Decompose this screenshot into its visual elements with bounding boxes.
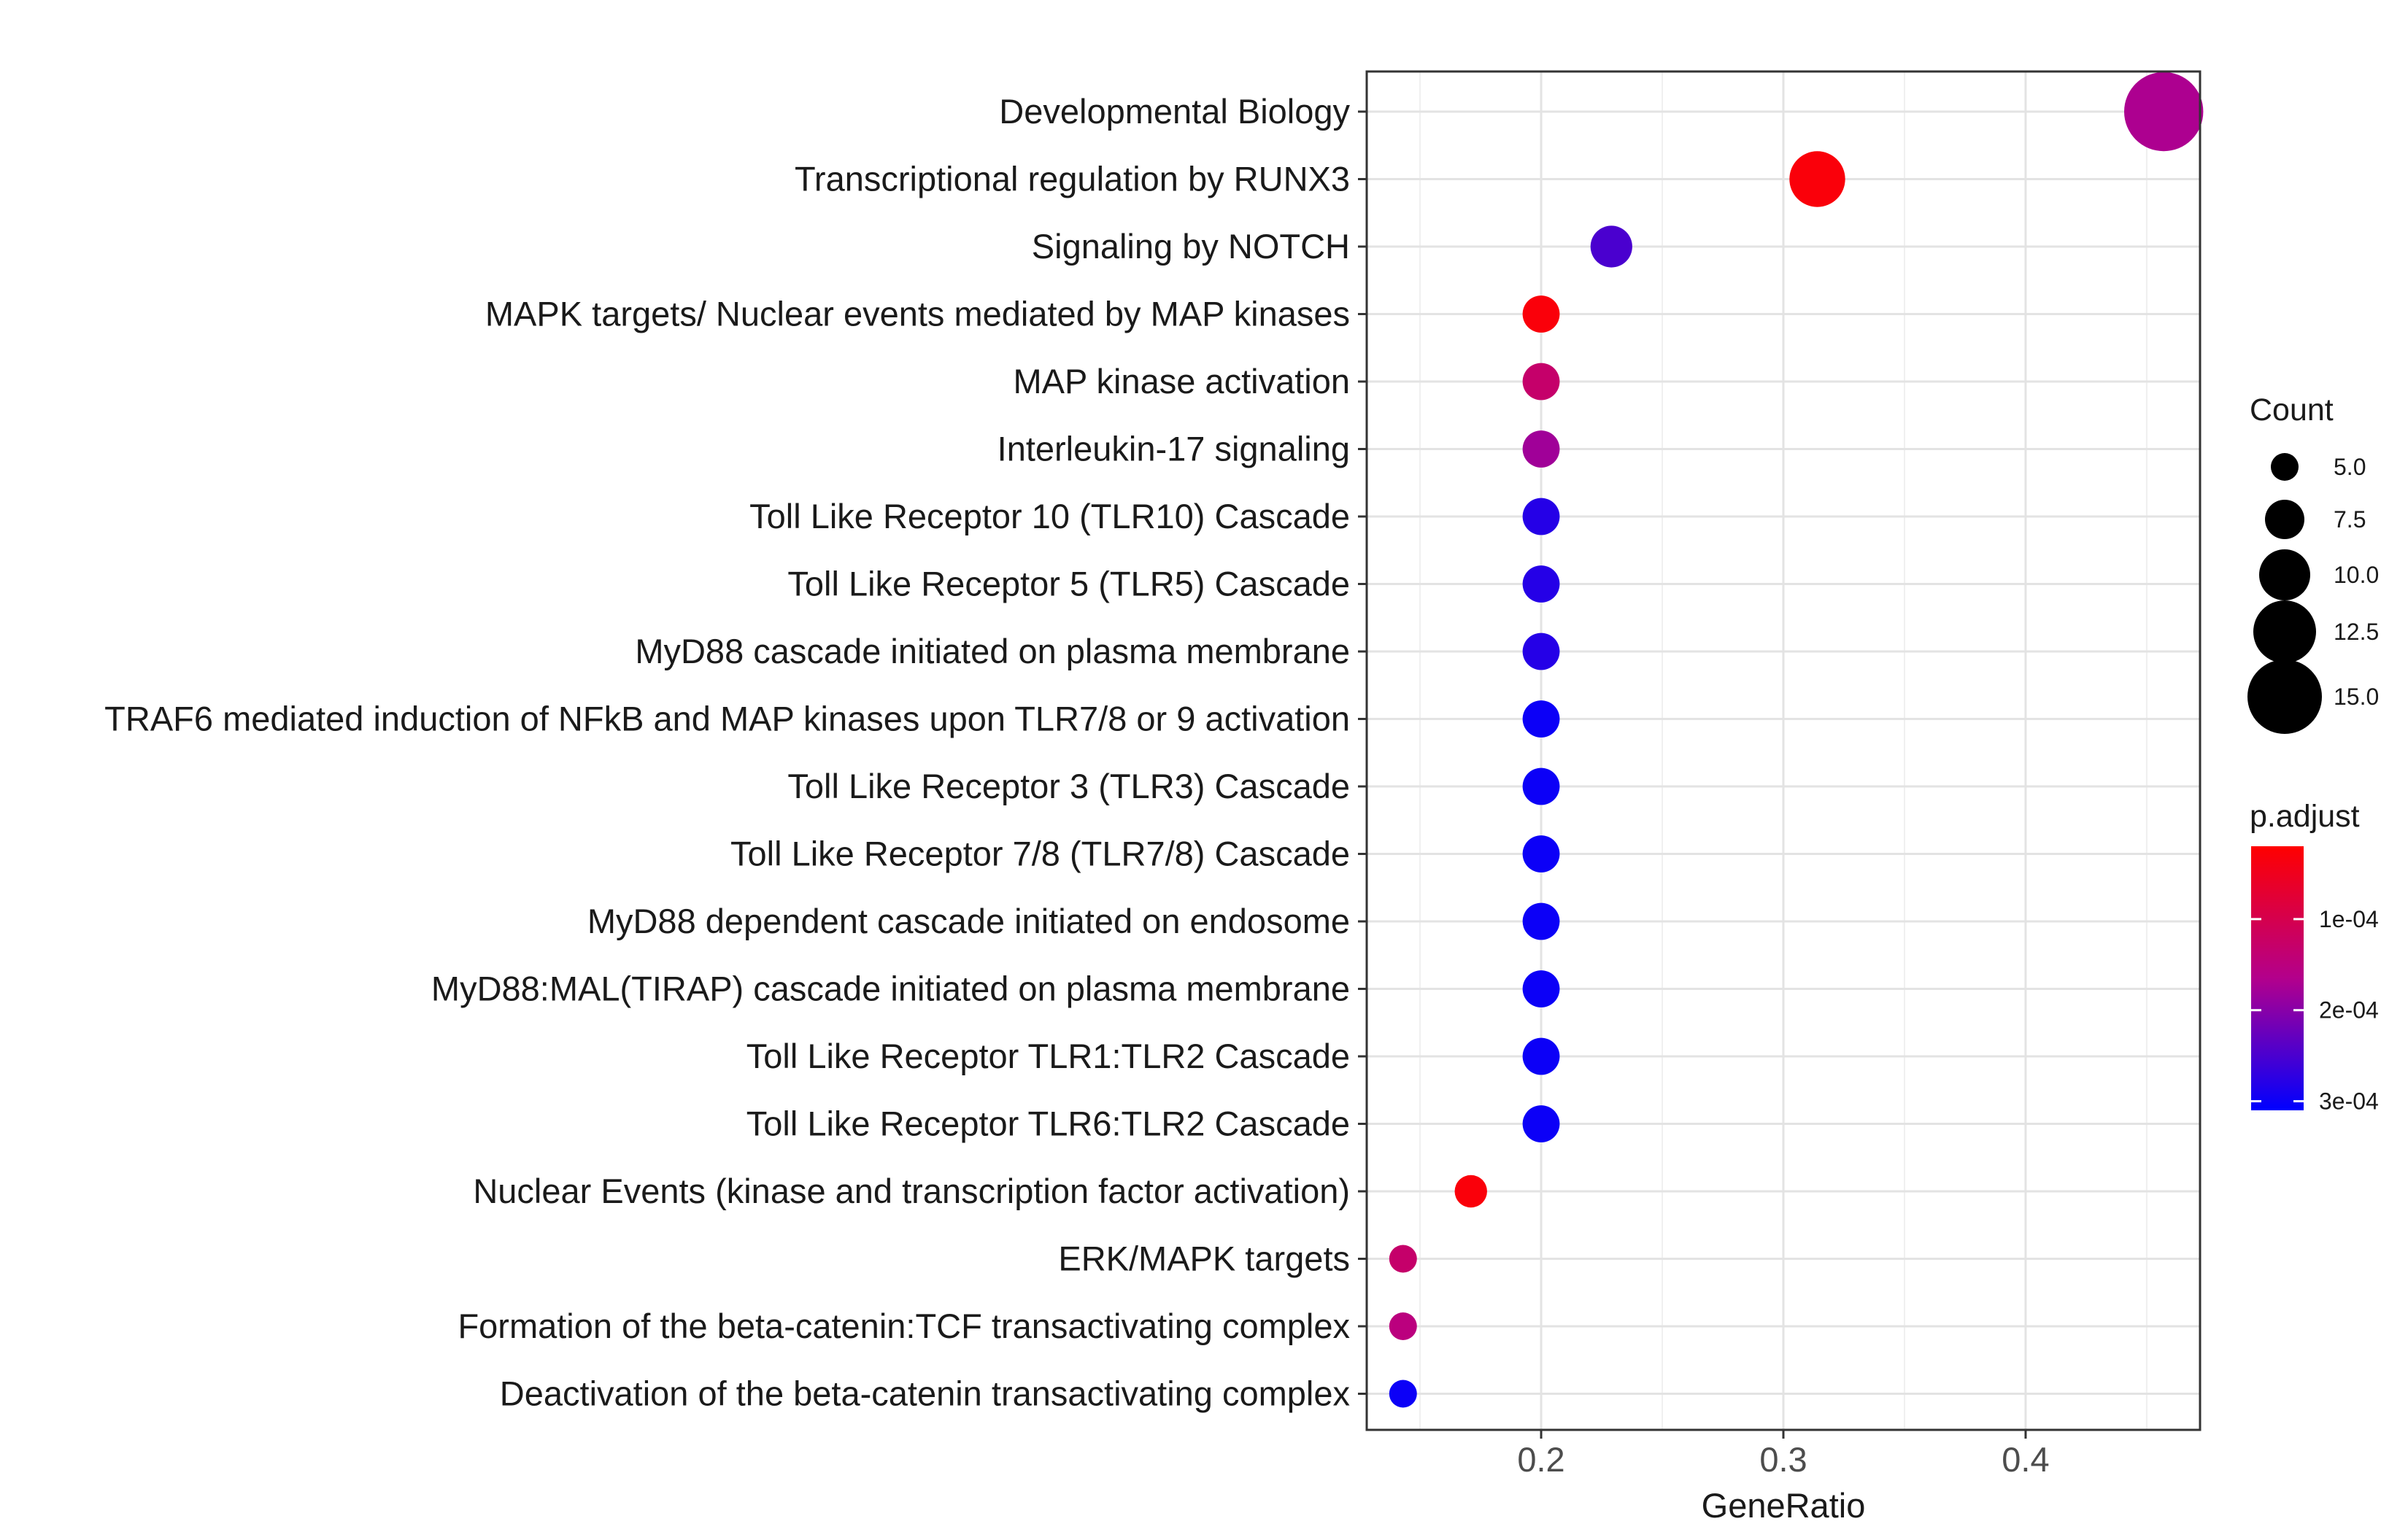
count-legend-label: 15.0 — [2334, 684, 2379, 710]
x-axis-title: GeneRatio — [1702, 1486, 1866, 1525]
data-point — [1522, 363, 1560, 401]
count-legend-label: 10.0 — [2334, 562, 2379, 588]
count-legend-dot — [2265, 500, 2304, 539]
data-point — [1522, 565, 1560, 603]
data-point — [1522, 767, 1560, 805]
y-tick-label: Toll Like Receptor 10 (TLR10) Cascade — [749, 497, 1350, 535]
y-tick-label: MyD88 cascade initiated on plasma membra… — [635, 632, 1350, 670]
y-tick-label: Interleukin-17 signaling — [997, 430, 1350, 468]
data-point — [1454, 1175, 1487, 1208]
data-point — [1522, 700, 1560, 738]
y-tick-label: Nuclear Events (kinase and transcription… — [473, 1172, 1350, 1210]
y-tick-label: Deactivation of the beta-catenin transac… — [500, 1374, 1350, 1413]
padjust-legend-label: 1e-04 — [2319, 906, 2379, 932]
data-point — [2124, 71, 2204, 152]
padjust-colorbar — [2251, 846, 2304, 1110]
data-point — [1522, 498, 1560, 535]
count-legend: Count 5.0 7.5 10.0 12.5 15.0 — [2247, 392, 2379, 734]
x-tick-label: 0.2 — [1517, 1440, 1564, 1479]
data-point — [1522, 902, 1560, 940]
data-point — [1389, 1312, 1417, 1340]
count-legend-label: 5.0 — [2334, 454, 2366, 480]
y-tick-label: Toll Like Receptor 3 (TLR3) Cascade — [787, 767, 1350, 805]
y-tick-label: ERK/MAPK targets — [1058, 1239, 1350, 1278]
count-legend-title: Count — [2250, 392, 2334, 428]
y-tick-label: MyD88:MAL(TIRAP) cascade initiated on pl… — [431, 970, 1350, 1008]
y-tick-label: Developmental Biology — [999, 92, 1350, 131]
padjust-legend-title: p.adjust — [2250, 799, 2360, 834]
data-point — [1522, 970, 1560, 1007]
count-legend-label: 12.5 — [2334, 619, 2379, 645]
count-legend-dot — [2271, 453, 2299, 481]
data-point — [1522, 295, 1560, 333]
y-tick-label: Transcriptional regulation by RUNX3 — [795, 160, 1350, 198]
data-points — [1389, 71, 2204, 1408]
count-legend-label: 7.5 — [2334, 506, 2366, 533]
padjust-legend-label: 2e-04 — [2319, 997, 2379, 1024]
count-legend-dot — [2247, 659, 2322, 734]
y-tick-label: MAPK targets/ Nuclear events mediated by… — [485, 295, 1350, 333]
padjust-legend-ticks: 1e-04 2e-04 3e-04 — [2251, 906, 2379, 1115]
minor-gridlines — [1419, 71, 2147, 1430]
y-tick-label: MyD88 dependent cascade initiated on end… — [587, 902, 1350, 940]
data-point — [1590, 225, 1632, 268]
count-legend-items: 5.0 7.5 10.0 12.5 15.0 — [2247, 453, 2379, 734]
x-tick-label: 0.4 — [2002, 1440, 2049, 1479]
y-tick-label: Formation of the beta-catenin:TCF transa… — [458, 1307, 1350, 1345]
data-point — [1389, 1380, 1417, 1408]
x-axis: 0.2 0.3 0.4 — [1517, 1430, 2050, 1479]
data-point — [1522, 1037, 1560, 1075]
data-point — [1522, 632, 1560, 670]
y-tick-label: Toll Like Receptor TLR6:TLR2 Cascade — [746, 1104, 1350, 1143]
padjust-legend-label: 3e-04 — [2319, 1088, 2379, 1115]
y-axis: Developmental Biology Transcriptional reg… — [104, 92, 1367, 1413]
count-legend-dot — [2259, 549, 2310, 600]
data-point — [1522, 430, 1560, 468]
count-legend-dot — [2253, 600, 2316, 663]
y-tick-label: Signaling by NOTCH — [1032, 227, 1350, 266]
y-tick-label: Toll Like Receptor TLR1:TLR2 Cascade — [746, 1037, 1350, 1075]
data-point — [1789, 151, 1845, 207]
y-tick-label: Toll Like Receptor 7/8 (TLR7/8) Cascade — [730, 835, 1350, 873]
data-point — [1389, 1245, 1417, 1273]
data-point — [1522, 835, 1560, 873]
y-tick-label: TRAF6 mediated induction of NFkB and MAP… — [104, 700, 1350, 738]
data-point — [1522, 1105, 1560, 1142]
major-gridlines — [1367, 71, 2200, 1430]
x-tick-label: 0.3 — [1759, 1440, 1807, 1479]
padjust-legend: p.adjust 1e-04 2e-04 3e-04 — [2250, 799, 2379, 1115]
y-tick-label: MAP kinase activation — [1013, 362, 1350, 401]
y-tick-label: Toll Like Receptor 5 (TLR5) Cascade — [787, 565, 1350, 603]
